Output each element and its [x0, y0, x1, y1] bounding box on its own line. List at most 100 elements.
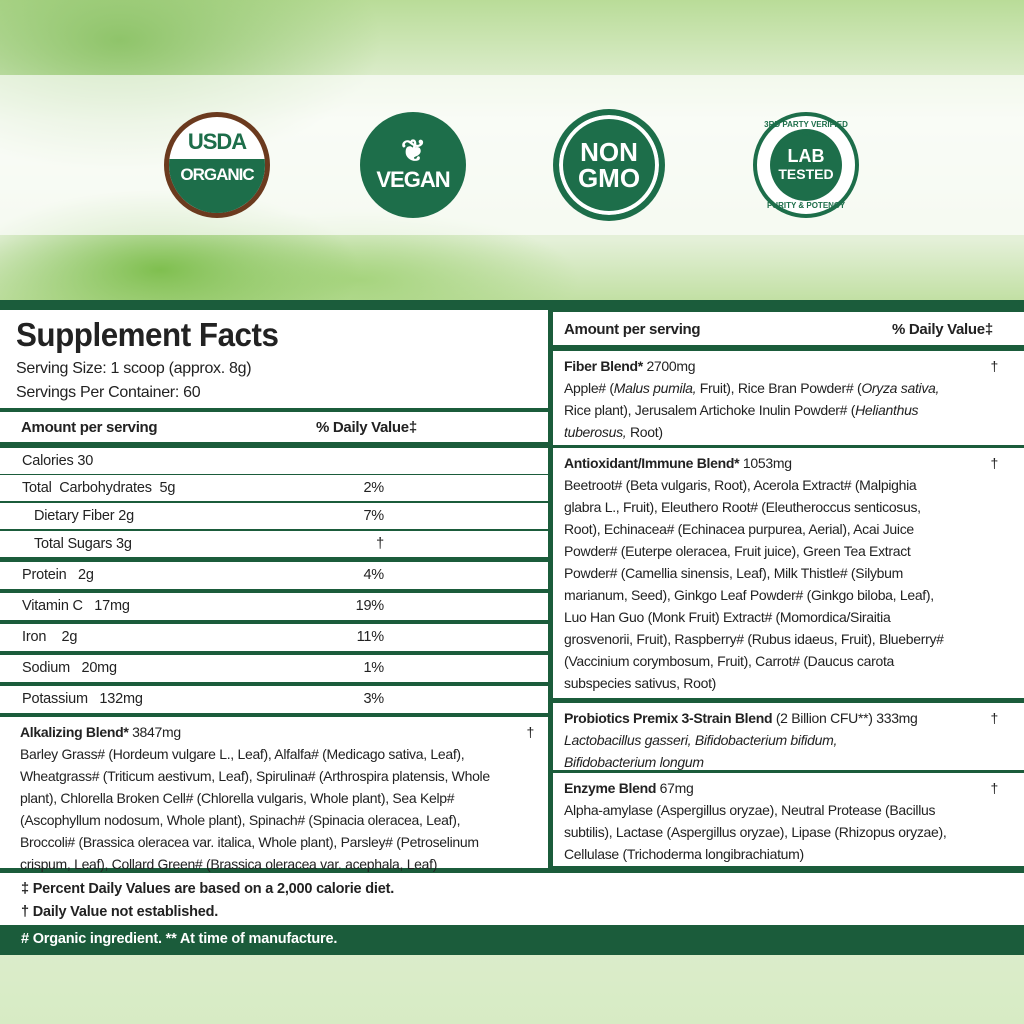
ingredient-line: (Vaccinium corymbosum, Fruit), Carrot# (… — [564, 653, 895, 669]
nutrient-name: Dietary Fiber 2g — [34, 508, 134, 524]
title-box: Supplement Facts Serving Size: 1 scoop (… — [0, 310, 548, 408]
ingredient-segment: Oryza sativa, — [861, 380, 940, 396]
vegan-badge: ❦ VEGAN — [360, 112, 466, 218]
ingredient-line: Cellulase (Trichoderma longibrachiatum) — [564, 846, 804, 862]
ingredient-line: Wheatgrass# (Triticum aestivum, Leaf), S… — [20, 768, 490, 784]
blend-amount: 2700mg — [642, 358, 696, 374]
right-header-row: Amount per serving % Daily Value‡ — [553, 312, 1024, 345]
dv-header: % Daily Value‡ — [316, 419, 417, 436]
enzyme-blend: Enzyme Blend 67mg † Alpha-amylase (Aspergi… — [553, 773, 1024, 866]
table-row: Iron 2g 11% — [0, 624, 548, 651]
dagger-mark: † — [990, 780, 999, 796]
table-row: Vitamin C 17mg 19% — [0, 593, 548, 620]
lab-inner-circle: LAB TESTED — [770, 129, 842, 201]
blend-heading: Fiber Blend* 2700mg — [564, 355, 1024, 377]
nutrient-name: Sodium 20mg — [22, 660, 117, 676]
nutrient-name: Potassium 132mg — [22, 691, 143, 707]
badge-band — [0, 75, 1024, 235]
blend-name: Probiotics Premix 3-Strain Blend — [564, 710, 773, 726]
ingredient-line: subtilis), Lactase (Aspergillus oryzae),… — [564, 824, 947, 840]
left-header-row: Amount per serving % Daily Value‡ — [0, 412, 548, 442]
ingredient-line: Broccoli# (Brassica oleracea var. italic… — [20, 834, 479, 850]
ingredient-line: Alpha-amylase (Aspergillus oryzae), Neut… — [564, 802, 936, 818]
amount-header: Amount per serving — [564, 321, 701, 338]
footnotes: ‡ Percent Daily Values are based on a 2,… — [0, 873, 1024, 925]
amount-header: Amount per serving — [21, 419, 158, 436]
usda-text: USDA — [187, 128, 247, 154]
ingredient-line: tuberosus, Root) — [564, 421, 1024, 443]
lab-text: LAB — [787, 146, 825, 166]
ingredient-segment: Root) — [626, 424, 663, 440]
nutrient-name: Vitamin C 17mg — [22, 598, 130, 614]
table-row: Potassium 132mg 3% — [0, 686, 548, 713]
ingredient-line: Beetroot# (Beta vulgaris, Root), Acerola… — [564, 477, 917, 493]
table-row: Calories 30 — [0, 448, 548, 474]
blend-heading: Enzyme Blend 67mg — [564, 777, 1024, 799]
daily-value: 19% — [355, 598, 385, 614]
nutrient-name: Total Carbohydrates 5g — [22, 480, 176, 496]
blend-heading: Probiotics Premix 3-Strain Blend (2 Bill… — [564, 707, 1024, 729]
ingredient-line: Luo Han Guo (Monk Fruit) Extract# (Momor… — [564, 609, 891, 625]
blend-amount: 3847mg — [128, 724, 181, 740]
ingredient-line: Barley Grass# (Hordeum vulgare L., Leaf)… — [20, 746, 465, 762]
dv-header: % Daily Value‡ — [892, 321, 993, 338]
ingredient-line: glabra L., Fruit), Eleuthero Root# (Eleu… — [564, 499, 921, 515]
daily-value: † — [376, 536, 384, 552]
daily-value: 11% — [356, 629, 385, 645]
page-title: Supplement Facts — [16, 316, 279, 353]
dagger-mark: † — [990, 455, 999, 471]
organic-footnote: # Organic ingredient. ** At time of manu… — [0, 925, 1024, 955]
probiotics-blend: Probiotics Premix 3-Strain Blend (2 Bill… — [553, 703, 1024, 770]
ingredient-line: crispum, Leaf), Collard Green# (Brassica… — [20, 856, 438, 872]
table-row: Protein 2g 4% — [0, 562, 548, 589]
lab-tested-badge: 3RD PARTY VERIFIED FOR LAB TESTED PURITY… — [753, 112, 859, 218]
blend-heading: Antioxidant/Immune Blend* 1053mg — [564, 452, 1024, 474]
ingredient-line: Lactobacillus gasseri, Bifidobacterium b… — [564, 729, 1024, 751]
ingredient-line: Root), Echinacea# (Echinacea purpurea, A… — [564, 521, 914, 537]
daily-value: 7% — [363, 508, 384, 524]
blend-name: Antioxidant/Immune Blend* — [564, 455, 740, 471]
ingredient-segment: Bifidobacterium longum — [564, 754, 704, 770]
usda-organic-badge: USDA ORGANIC — [164, 112, 270, 218]
organic-text: ORGANIC — [169, 158, 265, 213]
nutrient-name: Iron 2g — [22, 629, 78, 645]
supplement-facts-panel: Supplement Facts Serving Size: 1 scoop (… — [0, 300, 1024, 873]
table-row: Total Sugars 3g † — [0, 531, 548, 557]
gmo-text: GMO — [577, 163, 641, 193]
ring-bottom-text: PURITY & POTENCY — [766, 201, 846, 210]
nutrient-name: Total Sugars 3g — [34, 536, 132, 552]
non-text: NON — [580, 137, 638, 167]
daily-value: 1% — [363, 660, 384, 676]
nutrient-name: Protein 2g — [22, 567, 94, 583]
fiber-blend: Fiber Blend* 2700mg † Apple# (Malus pumila… — [553, 351, 1024, 445]
dagger-mark: † — [990, 710, 999, 726]
ingredient-segment: Malus pumila, — [613, 380, 697, 396]
non-gmo-badge: NON GMO — [556, 112, 662, 218]
blend-name: Alkalizing Blend* — [20, 724, 129, 740]
daily-value: 2% — [363, 480, 384, 496]
leaves-icon: ❦ — [400, 135, 426, 168]
blend-amount: (2 Billion CFU**) 333mg — [772, 710, 918, 726]
right-column: Amount per serving % Daily Value‡ Fiber … — [553, 308, 1024, 868]
antioxidant-immune-blend: Antioxidant/Immune Blend* 1053mg † Beetroo… — [553, 448, 1024, 698]
ingredient-segment: Fruit), Rice Bran Powder# ( — [696, 380, 862, 396]
ingredient-line: (Ascophyllum nodosum, Whole plant), Spin… — [20, 812, 461, 828]
vegan-text: VEGAN — [376, 167, 450, 192]
ingredient-line: Apple# (Malus pumila, Fruit), Rice Bran … — [564, 377, 1024, 399]
blend-heading: Alkalizing Blend* 3847mg — [20, 721, 548, 743]
ingredient-segment: Lactobacillus gasseri, Bifidobacterium b… — [564, 732, 838, 748]
ingredient-segment: Helianthus — [855, 402, 919, 418]
blend-amount: 67mg — [656, 780, 694, 796]
blend-name: Enzyme Blend — [564, 780, 657, 796]
ingredient-line: subspecies sativus, Root) — [564, 675, 717, 691]
dv-footnote: ‡ Percent Daily Values are based on a 2,… — [21, 881, 395, 897]
ring-top-text: 3RD PARTY VERIFIED FOR — [764, 120, 848, 138]
daily-value: 3% — [363, 691, 384, 707]
left-column: Supplement Facts Serving Size: 1 scoop (… — [0, 308, 548, 872]
tested-text: TESTED — [778, 166, 834, 182]
ingredient-line: Rice plant), Jerusalem Artichoke Inulin … — [564, 399, 1024, 421]
ingredient-line: plant), Chlorella Broken Cell# (Chlorell… — [20, 790, 455, 806]
ingredient-segment: Apple# ( — [564, 380, 614, 396]
ingredient-segment: tuberosus, — [564, 424, 627, 440]
blend-name: Fiber Blend* — [564, 358, 643, 374]
